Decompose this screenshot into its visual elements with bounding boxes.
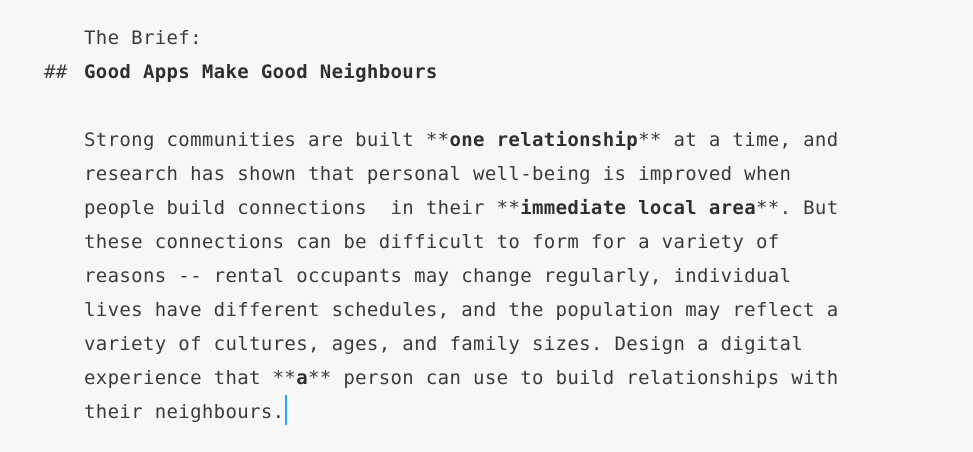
paragraph-line-text: research has shown that personal well-be…: [84, 157, 791, 191]
heading-line: ## Good Apps Make Good Neighbours: [0, 55, 973, 89]
paragraph-line-text: their neighbours.: [84, 395, 288, 429]
paragraph-line: experience that **a** person can use to …: [0, 361, 973, 395]
text-run: experience that: [84, 367, 273, 389]
paragraph-line: lives have different schedules, and the …: [0, 293, 973, 327]
bold-marker: **: [496, 197, 521, 219]
paragraph-line: research has shown that personal well-be…: [0, 157, 973, 191]
paragraph-line-text: these connections can be difficult to fo…: [84, 225, 780, 259]
text-run: these connections can be difficult to fo…: [84, 231, 780, 253]
text-run: person can use to build relationships wi…: [331, 367, 839, 389]
text-run: variety of cultures, ages, and family si…: [84, 333, 804, 355]
paragraph-line-text: people build connections in their **imme…: [84, 191, 839, 225]
text-caret: [285, 395, 288, 425]
paragraph-line-text: reasons -- rental occupants may change r…: [84, 259, 791, 293]
paragraph-line: these connections can be difficult to fo…: [0, 225, 973, 259]
heading-marker: ##: [44, 61, 68, 83]
paragraph-line-text: lives have different schedules, and the …: [84, 293, 839, 327]
brief-paragraph: Strong communities are built **one relat…: [0, 123, 973, 429]
text-run: . But: [779, 197, 839, 219]
paragraph-line: reasons -- rental occupants may change r…: [0, 259, 973, 293]
document-heading: Good Apps Make Good Neighbours: [84, 61, 438, 83]
paragraph-line: Strong communities are built **one relat…: [0, 123, 973, 157]
brief-label-line: The Brief:: [0, 21, 973, 55]
text-run: their neighbours.: [84, 401, 285, 423]
paragraph-line-text: experience that **a** person can use to …: [84, 361, 839, 395]
text-run: Strong communities are built: [84, 129, 426, 151]
bold-text: one relationship: [449, 129, 639, 151]
text-run: lives have different schedules, and the …: [84, 299, 839, 321]
text-run: people build connections in their: [84, 197, 497, 219]
bold-marker: **: [308, 367, 332, 389]
paragraph-line-text: variety of cultures, ages, and family si…: [84, 327, 803, 361]
bold-marker: **: [638, 129, 662, 151]
bold-text: immediate local area: [520, 197, 756, 219]
text-run: reasons -- rental occupants may change r…: [84, 265, 792, 287]
text-run: research has shown that personal well-be…: [84, 163, 792, 185]
bold-marker: **: [272, 367, 297, 389]
bold-text: a: [296, 367, 308, 389]
paragraph-line: variety of cultures, ages, and family si…: [0, 327, 973, 361]
bold-marker: **: [425, 129, 450, 151]
paragraph-line: their neighbours.: [0, 395, 973, 429]
text-run: at a time, and: [661, 129, 839, 151]
bold-marker: **: [755, 197, 780, 219]
paragraph-line-text: Strong communities are built **one relat…: [84, 123, 839, 157]
paragraph-line: people build connections in their **imme…: [0, 191, 973, 225]
brief-label: The Brief:: [84, 27, 202, 49]
blank-line: [0, 89, 973, 123]
